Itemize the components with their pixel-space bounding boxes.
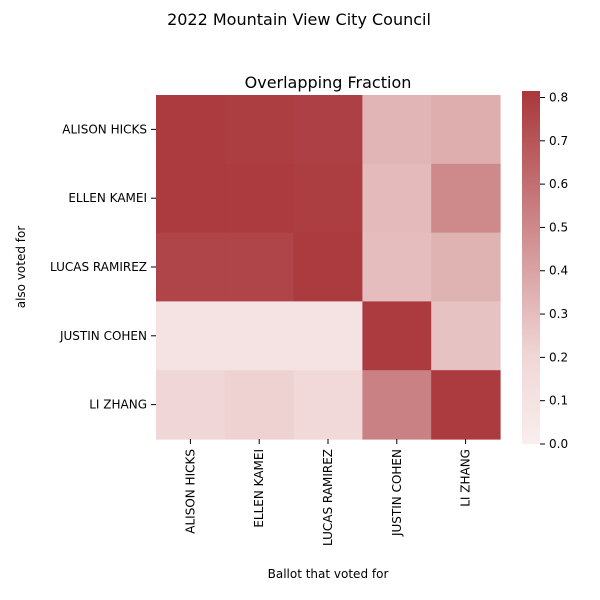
colorbar-tick-label: 0.5 xyxy=(549,220,568,234)
figure-suptitle: 2022 Mountain View City Council xyxy=(167,10,431,29)
heatmap-cells xyxy=(156,95,501,440)
heatmap-cell xyxy=(362,163,432,234)
heatmap-cell xyxy=(293,95,363,165)
heatmap-cell xyxy=(224,95,295,165)
chart-title: Overlapping Fraction xyxy=(245,73,412,92)
heatmap-cell xyxy=(224,232,295,302)
heatmap-cell xyxy=(431,95,501,165)
heatmap-cell xyxy=(224,301,295,371)
x-tick-label: ELLEN KAMEI xyxy=(252,449,266,528)
colorbar-tick-label: 0.7 xyxy=(549,134,568,148)
heatmap-cell xyxy=(293,163,363,234)
heatmap-cell xyxy=(156,232,226,302)
colorbar-tick-label: 0.0 xyxy=(549,437,568,451)
heatmap-cell xyxy=(156,301,226,371)
x-tick-label: LI ZHANG xyxy=(459,449,473,507)
colorbar-tick-label: 0.3 xyxy=(549,307,568,321)
heatmap-cell xyxy=(362,95,432,165)
colorbar xyxy=(522,91,540,444)
colorbar-tick-label: 0.8 xyxy=(549,90,568,104)
heatmap-cell xyxy=(156,370,226,440)
heatmap-cell xyxy=(293,301,363,371)
heatmap-cell xyxy=(362,370,432,440)
x-tick-label: LUCAS RAMIREZ xyxy=(321,449,335,546)
y-tick-label: ELLEN KAMEI xyxy=(68,191,147,205)
y-axis-label: also voted for xyxy=(14,226,28,309)
y-axis-ticks: ALISON HICKS ELLEN KAMEI LUCAS RAMIREZ JUST… xyxy=(50,122,156,412)
colorbar-tick-label: 0.1 xyxy=(549,394,568,408)
colorbar-tick-label: 0.2 xyxy=(549,350,568,364)
y-tick-label: JUSTIN COHEN xyxy=(59,329,147,343)
heatmap-cell xyxy=(156,95,226,165)
heatmap-cell xyxy=(431,232,501,302)
colorbar-tick-label: 0.6 xyxy=(549,177,568,191)
y-tick-label: LI ZHANG xyxy=(89,398,147,412)
heatmap-cell xyxy=(156,163,226,234)
x-tick-label: JUSTIN COHEN xyxy=(390,449,404,537)
heatmap-cell xyxy=(224,163,295,234)
x-tick-label: ALISON HICKS xyxy=(183,449,197,534)
heatmap-cell xyxy=(362,301,432,371)
y-tick-label: ALISON HICKS xyxy=(62,122,147,136)
heatmap-cell xyxy=(293,370,363,440)
heatmap-cell xyxy=(431,370,501,440)
heatmap-cell xyxy=(362,232,432,302)
heatmap-cell xyxy=(224,370,295,440)
heatmap-cell xyxy=(431,163,501,234)
colorbar-ticks: 0.0 0.1 0.2 0.3 0.4 0.5 0.6 0.7 0.8 xyxy=(540,90,568,451)
colorbar-tick-label: 0.4 xyxy=(549,264,568,278)
heatmap-cell xyxy=(293,232,363,302)
y-tick-label: LUCAS RAMIREZ xyxy=(50,260,147,274)
x-axis-ticks: ALISON HICKS ELLEN KAMEI LUCAS RAMIREZ JUST… xyxy=(183,439,473,546)
heatmap-cell xyxy=(431,301,501,371)
x-axis-label: Ballot that voted for xyxy=(268,567,389,581)
